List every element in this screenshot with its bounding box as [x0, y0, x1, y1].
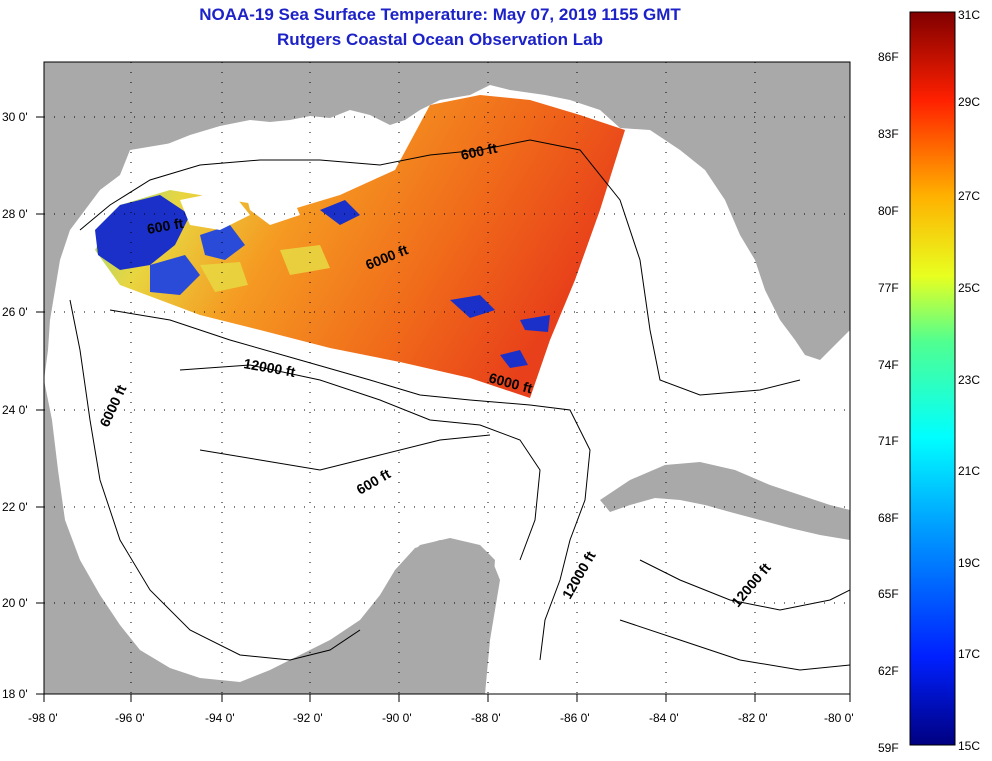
lon-label: -98 0' — [28, 711, 58, 725]
lon-label: -84 0' — [649, 711, 679, 725]
lon-label: -86 0' — [560, 711, 590, 725]
lon-label: -92 0' — [293, 711, 323, 725]
colorbar-c-label: 31C — [958, 8, 980, 22]
colorbar-f-label: 74F — [878, 358, 899, 372]
colorbar-c-label: 21C — [958, 464, 980, 478]
lon-label: -82 0' — [738, 711, 768, 725]
lon-label: -94 0' — [205, 711, 235, 725]
map-title: NOAA-19 Sea Surface Temperature: May 07,… — [199, 5, 681, 24]
colorbar-f-label: 83F — [878, 127, 899, 141]
colorbar-c-label: 27C — [958, 189, 980, 203]
colorbar-c-label: 25C — [958, 281, 980, 295]
colorbar-c-label: 17C — [958, 647, 980, 661]
colorbar-f-label: 68F — [878, 511, 899, 525]
colorbar-f-label: 65F — [878, 587, 899, 601]
colorbar-f-label: 71F — [878, 434, 899, 448]
map-frame — [43, 61, 851, 695]
colorbar-f-label: 77F — [878, 281, 899, 295]
axis-ticks — [36, 116, 851, 702]
colorbar-c-label: 23C — [958, 373, 980, 387]
colorbar-c-labels: 31C 29C 27C 25C 23C 21C 19C 17C 15C — [958, 8, 980, 753]
colorbar-c-label: 29C — [958, 95, 980, 109]
colorbar-f-label: 86F — [878, 50, 899, 64]
colorbar-c-label: 15C — [958, 739, 980, 753]
cloud-gaps — [120, 140, 345, 230]
lon-label: -80 0' — [824, 711, 854, 725]
lat-label: 28 0' — [2, 207, 28, 221]
lat-label: 18 0' — [2, 687, 28, 701]
sst-swath — [95, 95, 625, 398]
lat-label: 20 0' — [2, 596, 28, 610]
colorbar — [909, 11, 956, 746]
colorbar-f-label: 59F — [878, 741, 899, 755]
lon-label: -90 0' — [382, 711, 412, 725]
yucatan-land — [385, 538, 495, 694]
latitude-labels: 30 0' 28 0' 26 0' 24 0' 22 0' 20 0' 18 0… — [2, 110, 28, 701]
colorbar-c-label: 19C — [958, 556, 980, 570]
lat-label: 24 0' — [2, 403, 28, 417]
map-subtitle: Rutgers Coastal Ocean Observation Lab — [277, 30, 603, 49]
cuba-land — [600, 462, 850, 540]
lon-label: -96 0' — [115, 711, 145, 725]
longitude-labels: -98 0' -96 0' -94 0' -92 0' -90 0' -88 0… — [28, 711, 854, 725]
bathymetry-contours — [69, 139, 850, 671]
us-land — [44, 62, 850, 380]
cloud-patches — [95, 195, 550, 368]
lon-label: -88 0' — [471, 711, 501, 725]
lat-label: 22 0' — [2, 500, 28, 514]
lat-label: 26 0' — [2, 305, 28, 319]
colorbar-f-label: 80F — [878, 204, 899, 218]
colorbar-f-label: 62F — [878, 664, 899, 678]
colorbar-f-labels: 86F 83F 80F 77F 74F 71F 68F 65F 62F 59F — [878, 50, 899, 755]
lat-label: 30 0' — [2, 110, 28, 124]
contour-label-600ft-north: 600 ft — [459, 140, 498, 163]
contour-label-600ft-west: 600 ft — [146, 215, 185, 237]
